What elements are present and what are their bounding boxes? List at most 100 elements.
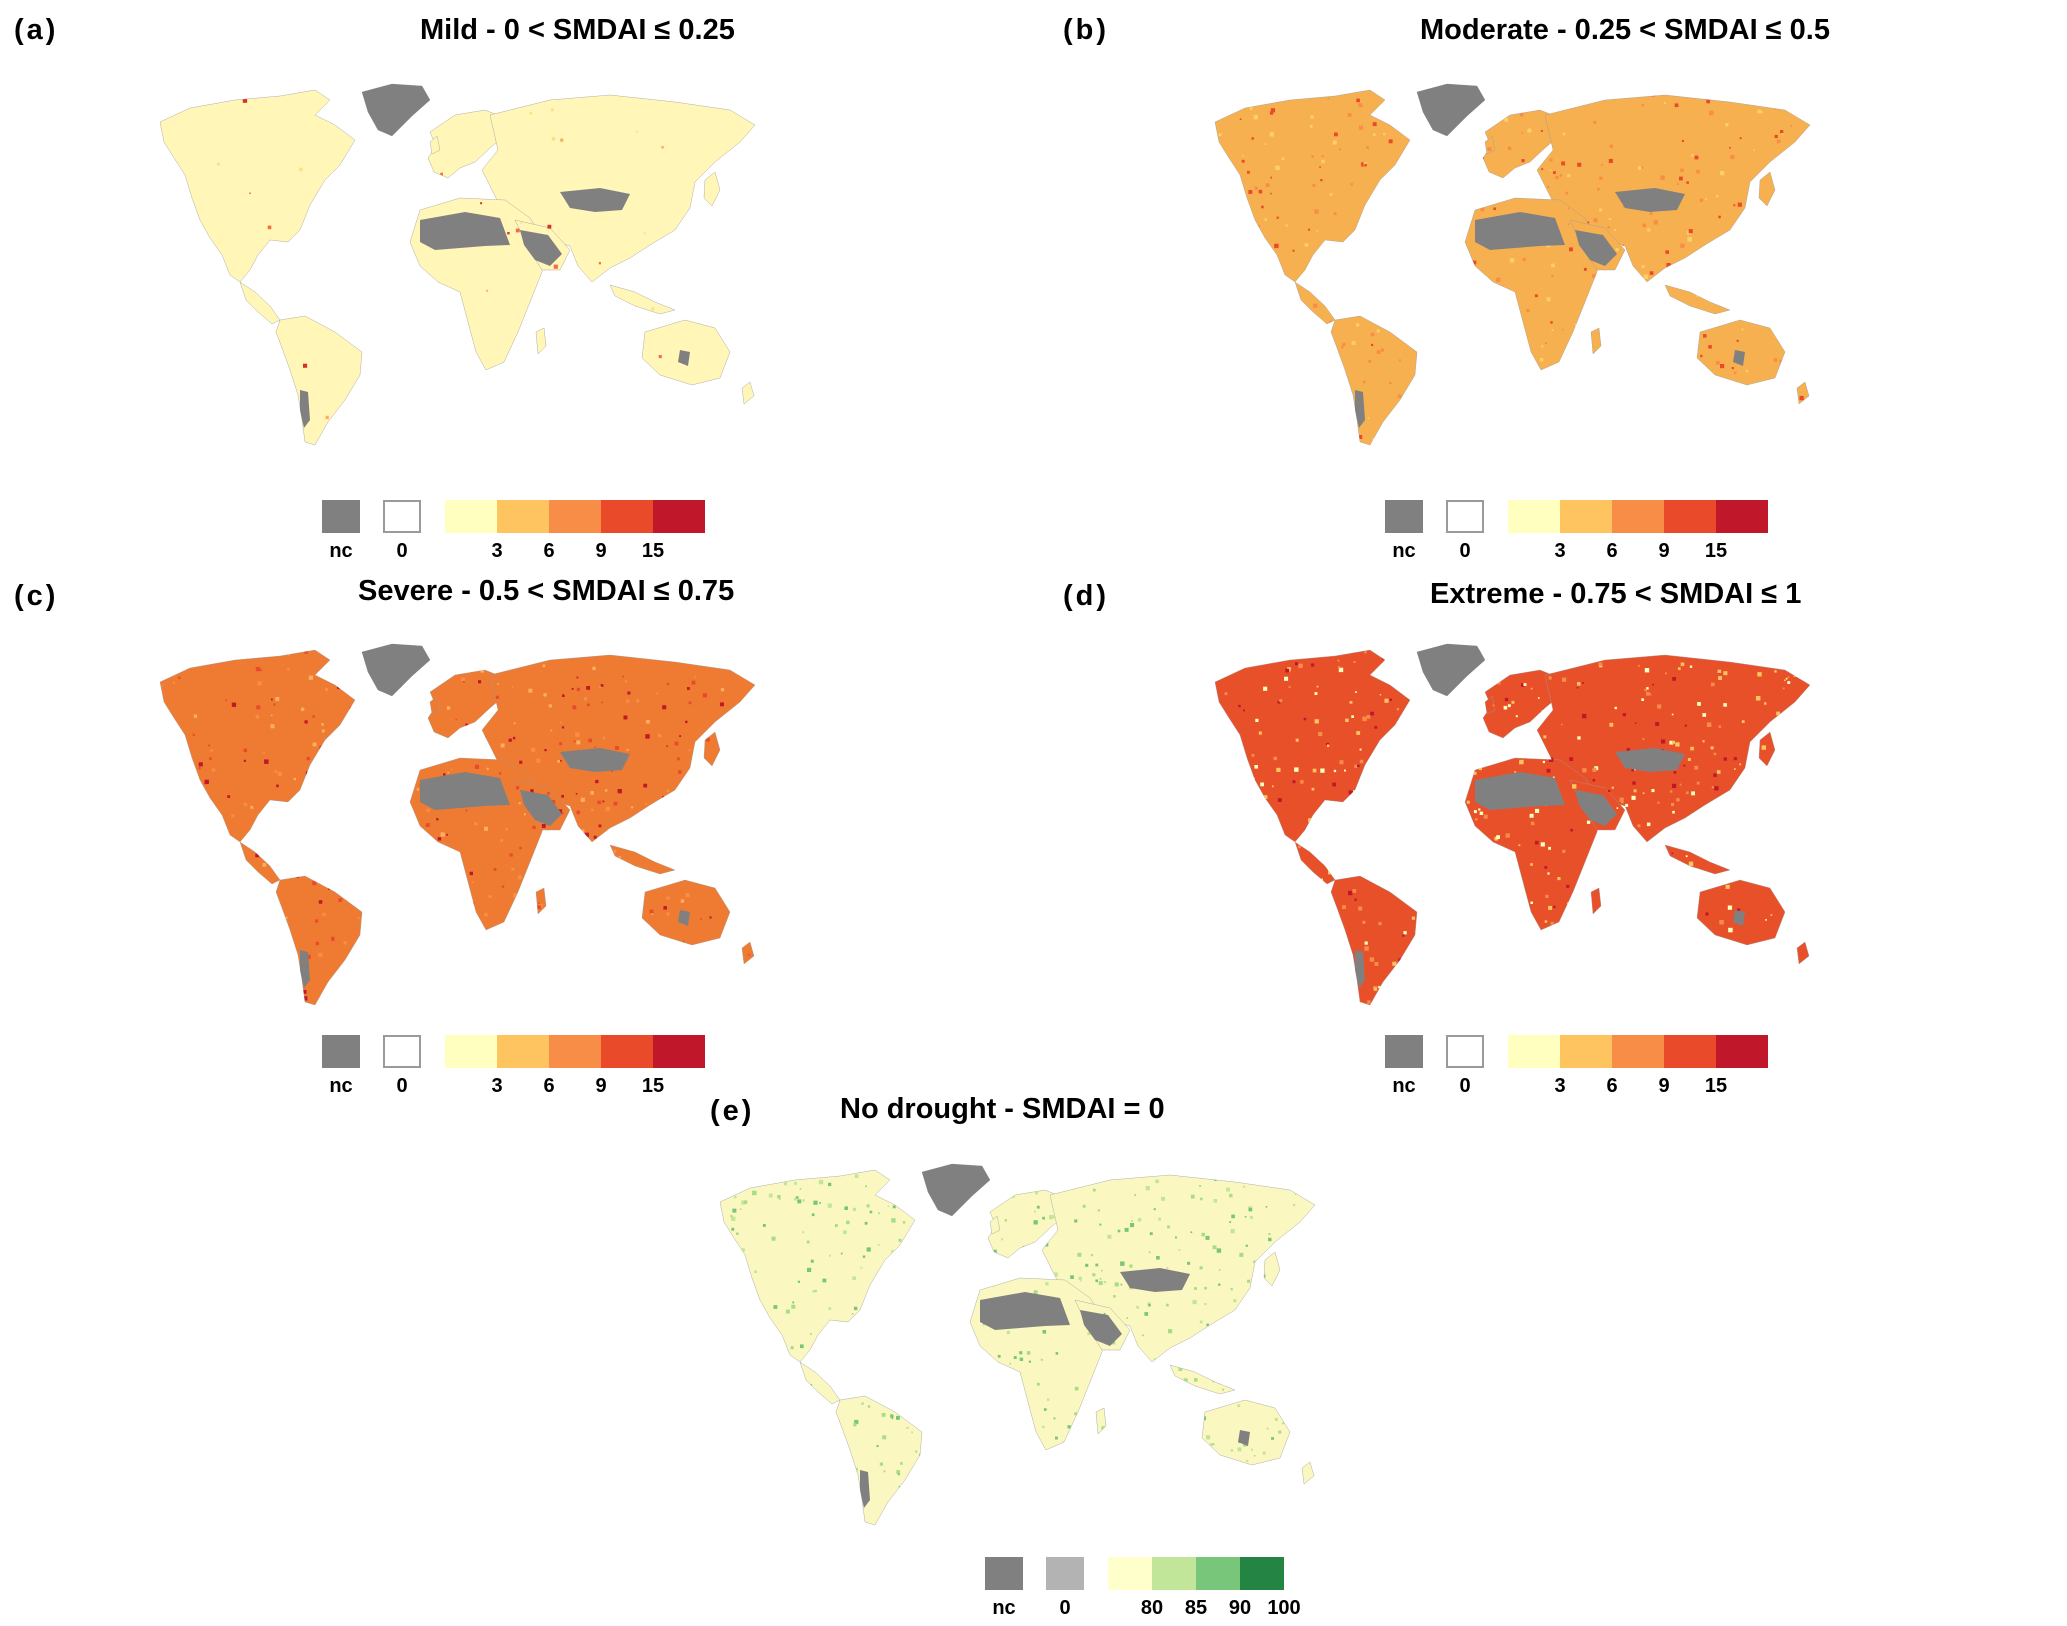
value-pixel [781,1493,785,1497]
value-pixel [1627,412,1632,417]
value-pixel [1215,1363,1218,1366]
value-pixel [519,846,522,850]
value-pixel [1702,842,1707,847]
value-pixel [1347,113,1352,117]
value-pixel [1011,1437,1014,1440]
value-pixel [1740,1006,1743,1009]
value-pixel [340,826,345,831]
value-pixel [1284,676,1289,681]
value-pixel [1694,765,1699,770]
value-pixel [1274,243,1279,249]
value-pixel [1353,847,1355,850]
value-pixel [1368,359,1372,363]
value-pixel [1275,449,1277,450]
value-pixel [1599,176,1603,180]
value-pixel [374,967,378,972]
value-pixel [1479,1009,1481,1010]
value-pixel [710,661,713,664]
value-pixel [1243,709,1245,712]
value-pixel [1302,275,1306,279]
value-pixel [1366,715,1371,719]
value-pixel [1342,342,1346,346]
value-pixel [685,999,687,1002]
value-pixel [1273,1291,1275,1294]
value-pixel [762,1224,766,1227]
value-pixel [760,1305,763,1308]
value-pixel [409,833,413,836]
value-pixel [1006,1330,1010,1334]
value-pixel [1644,668,1650,673]
value-pixel [1220,1353,1225,1358]
value-pixel [1492,704,1495,707]
value-pixel [743,1164,747,1166]
value-pixel [1044,1242,1049,1247]
value-pixel [432,665,436,669]
value-pixel [1619,797,1624,802]
value-pixel [1099,1223,1102,1226]
value-pixel [927,1482,932,1486]
value-pixel [1343,992,1346,996]
value-pixel [1634,722,1637,724]
value-pixel [1222,1388,1225,1391]
value-pixel [1487,147,1492,152]
value-pixel [1123,1360,1128,1364]
value-pixel [1752,865,1756,869]
value-pixel [1614,706,1617,710]
value-pixel [300,433,303,436]
value-pixel [1508,389,1511,391]
value-pixel [982,1200,985,1203]
value-pixel [1696,169,1700,174]
value-pixel [732,1208,737,1213]
value-pixel [1251,137,1254,140]
value-pixel [140,838,143,841]
value-pixel [193,714,198,718]
value-pixel [372,915,377,919]
value-pixel [1305,1187,1311,1192]
value-pixel [764,971,766,973]
value-pixel [1528,751,1530,754]
value-pixel [1677,667,1681,670]
value-pixel [758,938,760,940]
value-pixel [416,788,420,791]
value-pixel [540,988,545,992]
value-pixel [877,1244,880,1246]
value-pixel [162,745,165,748]
value-pixel [1300,780,1304,784]
value-pixel [1397,394,1402,398]
value-pixel [1625,971,1630,976]
value-pixel [1386,762,1390,765]
value-pixel [1399,236,1401,239]
value-pixel [1769,986,1774,991]
value-pixel [567,952,570,955]
value-pixel [1345,718,1349,722]
value-pixel [1685,892,1688,895]
value-pixel [1457,158,1461,163]
value-pixel [1819,657,1821,659]
value-pixel [1411,916,1415,920]
value-pixel [1370,711,1374,716]
value-pixel [148,763,151,766]
value-pixel [299,167,303,172]
value-pixel [1130,1336,1133,1339]
value-pixel [743,1200,748,1204]
value-pixel [627,986,630,989]
value-pixel [1646,822,1651,827]
value-pixel [1261,205,1264,209]
value-pixel [345,971,349,975]
value-pixel [1338,271,1341,274]
value-pixel [1284,1282,1286,1284]
value-pixel [629,846,632,849]
value-pixel [1001,1410,1006,1415]
value-pixel [1370,332,1375,337]
value-pixel [246,963,250,967]
value-pixel [1124,1227,1129,1232]
value-pixel [1330,1350,1331,1352]
value-pixel [1638,166,1642,170]
value-pixel [933,1306,938,1311]
value-pixel [528,688,533,693]
value-pixel [1715,360,1720,365]
value-pixel [1392,763,1396,767]
value-pixel [1703,334,1707,338]
value-pixel [1460,867,1464,871]
value-pixel [1036,1382,1040,1386]
